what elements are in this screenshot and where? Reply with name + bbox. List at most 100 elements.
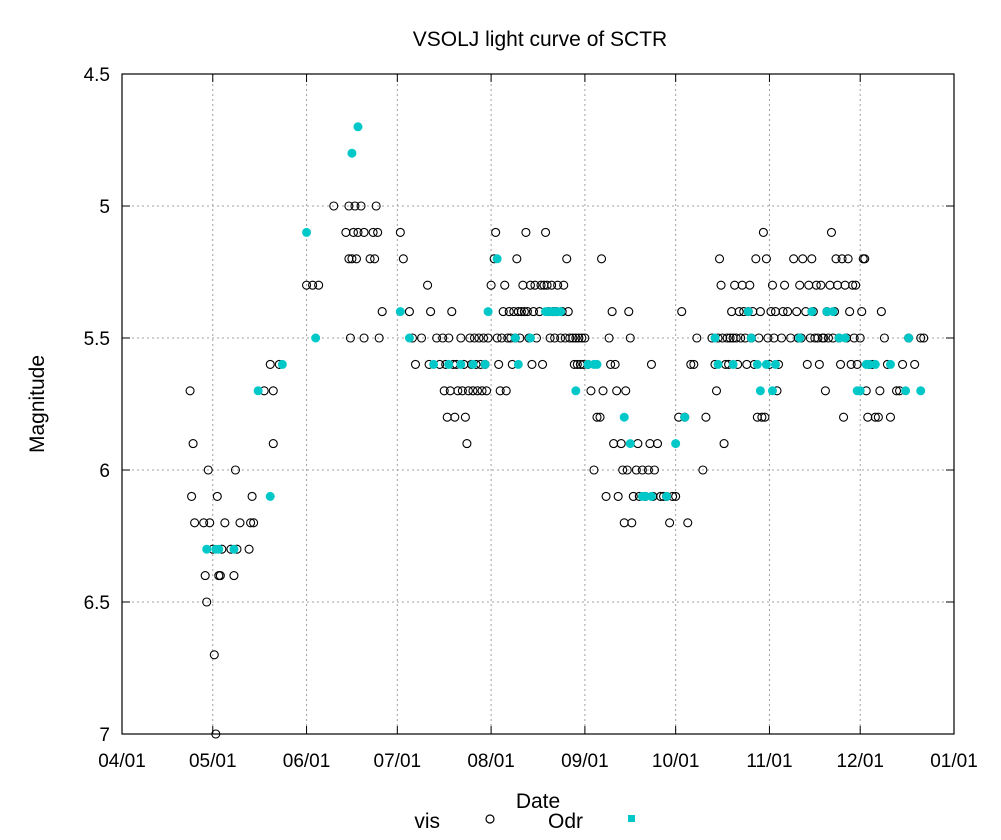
vis-point xyxy=(190,518,200,528)
vis-point xyxy=(755,307,765,317)
vis-point xyxy=(483,333,493,343)
vis-point xyxy=(823,333,833,343)
vis-point xyxy=(187,491,197,501)
vis-point xyxy=(852,359,862,369)
odr-point xyxy=(265,491,275,501)
x-tick-label: 11/01 xyxy=(746,751,792,772)
vis-point xyxy=(371,201,381,211)
x-tick-label: 09/01 xyxy=(561,751,609,772)
vis-point xyxy=(616,439,626,449)
vis-point xyxy=(665,518,675,528)
vis-point xyxy=(571,333,581,343)
vis-point xyxy=(439,386,449,396)
vis-point xyxy=(462,439,472,449)
vis-point xyxy=(789,254,799,264)
vis-point xyxy=(727,307,737,317)
odr-point xyxy=(277,359,287,369)
vis-point xyxy=(820,386,830,396)
vis-point xyxy=(460,412,470,422)
vis-point xyxy=(807,254,817,264)
odr-point xyxy=(807,307,817,317)
legend-label-vis: vis xyxy=(414,810,440,833)
vis-point xyxy=(671,491,681,501)
vis-point xyxy=(795,280,805,290)
odr-point xyxy=(840,333,850,343)
vis-point xyxy=(522,307,532,317)
vis-point xyxy=(910,359,920,369)
vis-point xyxy=(610,359,620,369)
vis-point xyxy=(249,518,259,528)
odr-point xyxy=(202,544,212,554)
vis-point xyxy=(492,333,502,343)
vis-point xyxy=(416,333,427,343)
vis-point xyxy=(410,359,421,369)
vis-point xyxy=(798,254,808,264)
vis-point xyxy=(637,465,647,475)
vis-point xyxy=(625,333,635,343)
vis-point xyxy=(347,254,357,264)
vis-point xyxy=(645,439,655,449)
vis-point xyxy=(519,307,529,317)
vis-point xyxy=(677,307,687,317)
x-tick-label: 05/01 xyxy=(189,751,237,772)
vis-point xyxy=(246,518,256,528)
vis-point xyxy=(542,280,552,290)
vis-point xyxy=(831,254,841,264)
vis-point xyxy=(235,518,245,528)
vis-point xyxy=(813,333,823,343)
plot-frame xyxy=(121,73,955,735)
odr-point xyxy=(456,359,466,369)
vis-point xyxy=(643,465,653,475)
odr-point xyxy=(828,307,838,317)
x-tick-label: 08/01 xyxy=(467,751,515,772)
vis-point xyxy=(398,254,408,264)
vis-point xyxy=(763,333,773,343)
vis-point xyxy=(465,333,475,343)
legend-marker-vis xyxy=(485,814,495,824)
vis-point xyxy=(686,359,696,369)
vis-point xyxy=(778,307,788,317)
vis-point xyxy=(537,359,548,369)
odr-point xyxy=(404,333,414,343)
vis-point xyxy=(200,571,210,581)
vis-point xyxy=(220,518,230,528)
y-tick-label: 5 xyxy=(99,197,110,218)
odr-point xyxy=(302,227,312,237)
x-tick-label: 06/01 xyxy=(283,751,331,772)
odr-point xyxy=(229,544,239,554)
vis-point xyxy=(423,280,433,290)
vis-point xyxy=(736,333,746,343)
vis-point xyxy=(205,518,215,528)
vis-point xyxy=(846,359,856,369)
chart-title: VSOLJ light curve of SCTR xyxy=(413,28,667,51)
y-tick-label: 4.5 xyxy=(84,65,110,86)
vis-point xyxy=(498,307,508,317)
vis-point xyxy=(365,254,375,264)
odr-point xyxy=(525,333,535,343)
vis-point xyxy=(619,518,629,528)
vis-point xyxy=(553,280,563,290)
vis-point xyxy=(500,280,510,290)
vis-point xyxy=(837,254,847,264)
odr-point xyxy=(855,386,865,396)
vis-point xyxy=(780,280,790,290)
vis-point xyxy=(447,307,457,317)
vis-point xyxy=(714,254,725,264)
y-tick-labels: 4.5 5 5.5 6 6.5 7 xyxy=(84,65,110,746)
vis-point xyxy=(513,307,523,317)
vis-point xyxy=(627,518,637,528)
odr-point xyxy=(483,307,493,317)
vis-point xyxy=(574,333,584,343)
vis-point xyxy=(521,227,531,237)
odr-point xyxy=(710,333,720,343)
vis-point xyxy=(359,227,369,237)
vis-point xyxy=(698,465,708,475)
vis-point xyxy=(898,359,908,369)
y-tick-label: 6 xyxy=(99,461,110,482)
vis-point xyxy=(835,359,846,369)
odr-point xyxy=(492,254,502,264)
vis-point xyxy=(622,465,632,475)
vis-point xyxy=(811,280,821,290)
vis-point xyxy=(875,386,885,396)
